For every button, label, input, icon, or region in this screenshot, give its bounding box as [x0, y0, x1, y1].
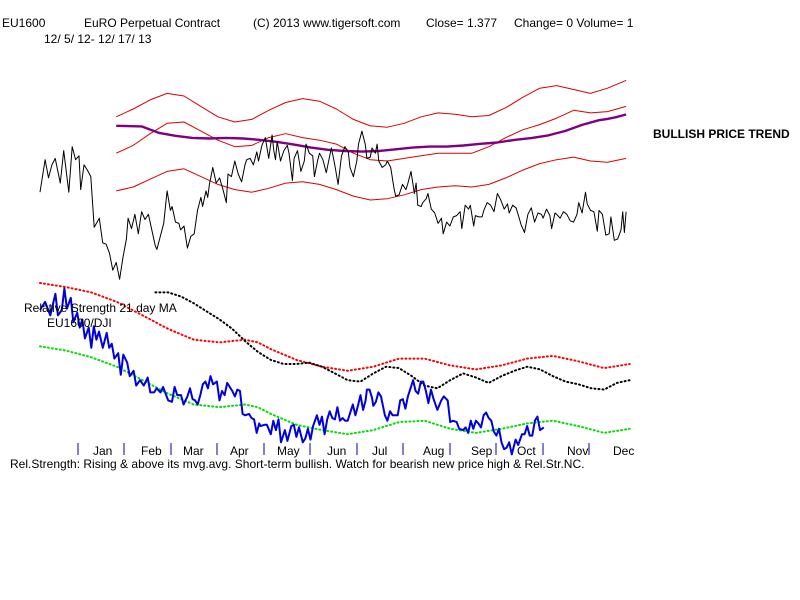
month-label-sep: Sep	[471, 444, 493, 458]
price-middle-band	[115, 105, 627, 162]
price-moving-average	[116, 113, 627, 153]
price-panel	[39, 79, 627, 280]
price-line	[39, 130, 627, 280]
rs-title: Relative Strength 21 day MA	[24, 301, 177, 315]
symbol-label: EU1600	[2, 16, 46, 30]
rs-line	[39, 287, 545, 456]
month-label-may: May	[277, 444, 300, 458]
price-lower-band	[116, 156, 627, 201]
price-upper-band	[115, 79, 627, 128]
rs-lower-band	[39, 345, 631, 436]
rs-panel	[39, 282, 631, 456]
trend-annotation: BULLISH PRICE TREND	[653, 127, 790, 141]
rs-subtitle: EU1600/DJI	[47, 316, 112, 330]
change-volume: Change= 0 Volume= 1	[514, 16, 634, 30]
month-label-apr: Apr	[230, 444, 249, 458]
month-label-oct: Oct	[517, 444, 536, 458]
month-label-jun: Jun	[327, 444, 346, 458]
rs-caption: Rel.Strength: Rising & above its mvg.avg…	[10, 457, 584, 471]
month-label-jul: Jul	[372, 444, 387, 458]
month-label-nov: Nov	[567, 444, 588, 458]
month-label-mar: Mar	[183, 444, 204, 458]
contract-name: EuRO Perpetual Contract	[84, 16, 221, 30]
close-value: Close= 1.377	[426, 16, 497, 30]
month-label-aug: Aug	[423, 444, 444, 458]
month-label-jan: Jan	[93, 444, 112, 458]
date-range: 12/ 5/ 12- 12/ 17/ 13	[44, 32, 152, 46]
month-axis: Jan Feb Mar Apr May Jun Jul Aug Sep Oct Nov Dec	[77, 443, 634, 458]
month-label-dec: Dec	[613, 444, 634, 458]
rs-moving-average	[154, 291, 631, 391]
month-label-feb: Feb	[141, 444, 162, 458]
rs-upper-band	[39, 282, 631, 372]
copyright-label: (C) 2013 www.tigersoft.com	[253, 16, 400, 30]
